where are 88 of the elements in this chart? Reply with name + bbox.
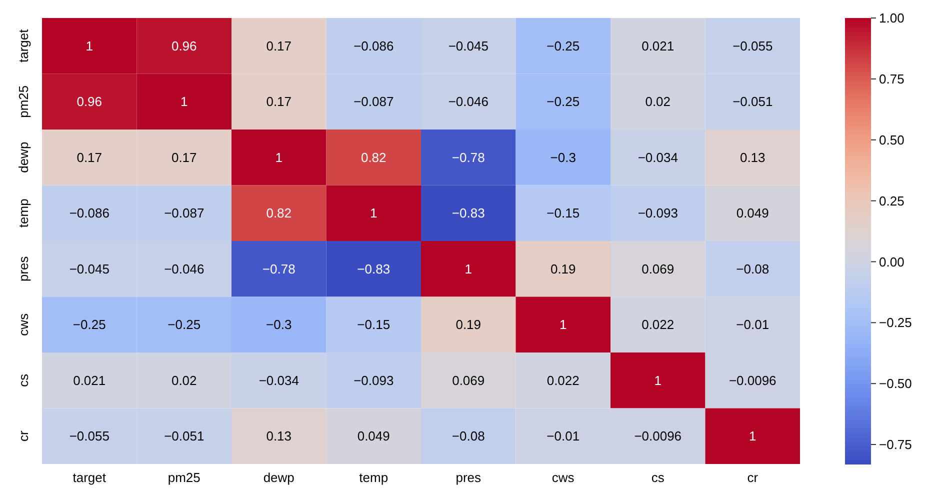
data-label: 0.069 xyxy=(642,261,674,276)
data-label: −0.055 xyxy=(732,38,773,54)
data-label: −0.086 xyxy=(354,38,394,54)
x-tick-label: cr xyxy=(747,470,759,485)
data-label: 1 xyxy=(86,38,93,54)
data-label: −0.15 xyxy=(546,206,580,221)
color-bar-label: −0.75 xyxy=(879,437,912,452)
data-label: −0.093 xyxy=(638,206,678,221)
data-label: −0.25 xyxy=(546,38,580,54)
data-label: 0.02 xyxy=(645,94,671,110)
data-label: 0.13 xyxy=(266,428,292,444)
data-label: −0.3 xyxy=(266,317,292,332)
y-tick-label: dewp xyxy=(16,142,31,173)
data-label: −0.83 xyxy=(357,261,390,276)
x-tick-label: cs xyxy=(651,470,665,485)
data-label: 0.82 xyxy=(266,206,292,221)
data-label: −0.3 xyxy=(550,150,576,165)
data-label: 1 xyxy=(654,372,662,388)
color-bar-label: 0.00 xyxy=(879,254,904,270)
data-label: −0.15 xyxy=(357,317,390,332)
y-tick-label: cws xyxy=(16,312,31,336)
data-label: 0.049 xyxy=(357,428,390,444)
data-label: −0.25 xyxy=(168,317,201,332)
data-label: −0.055 xyxy=(69,428,110,444)
x-tick-label: temp xyxy=(359,470,388,485)
data-label: 0.96 xyxy=(76,94,102,110)
color-bar-label: 1.00 xyxy=(879,10,904,26)
data-label: 0.021 xyxy=(642,38,674,54)
data-label: 0.19 xyxy=(456,317,482,332)
x-tick-label: pres xyxy=(456,470,482,485)
data-label: −0.087 xyxy=(354,94,394,110)
data-label: −0.01 xyxy=(546,428,580,444)
data-label: −0.093 xyxy=(354,372,394,388)
color-bar-label: 0.75 xyxy=(879,71,904,86)
data-label: 0.02 xyxy=(171,372,197,388)
y-tick-label: cr xyxy=(16,430,31,442)
data-label: −0.045 xyxy=(69,261,110,276)
data-label: −0.0096 xyxy=(728,372,776,388)
y-tick-label: target xyxy=(16,28,31,62)
data-label: 1 xyxy=(275,150,282,165)
data-label: 0.19 xyxy=(550,261,576,276)
data-label: −0.051 xyxy=(732,94,773,110)
data-label: −0.086 xyxy=(69,206,110,221)
data-label: 0.049 xyxy=(736,206,769,221)
color-bar-label: −0.50 xyxy=(879,376,912,392)
data-label: 1 xyxy=(749,428,756,444)
data-label: −0.83 xyxy=(452,206,485,221)
color-bar-label: 0.50 xyxy=(879,132,904,148)
data-label: 0.17 xyxy=(266,94,292,110)
data-label: −0.046 xyxy=(164,261,204,276)
data-label: −0.034 xyxy=(638,150,678,165)
x-tick-label: pm25 xyxy=(168,470,200,485)
color-bar-label: 0.25 xyxy=(879,193,904,208)
data-label: 0.022 xyxy=(642,317,674,332)
data-label: −0.087 xyxy=(164,206,204,221)
data-label: 0.17 xyxy=(171,150,197,165)
x-tick-label: dewp xyxy=(263,470,294,485)
color-bar-label: −0.25 xyxy=(879,315,912,330)
data-label: 0.13 xyxy=(740,150,766,165)
data-label: −0.034 xyxy=(258,372,299,388)
data-label: −0.78 xyxy=(452,150,485,165)
x-tick-label: cws xyxy=(552,470,575,485)
data-label: −0.051 xyxy=(164,428,204,444)
data-label: −0.046 xyxy=(448,94,488,110)
data-label: 0.021 xyxy=(73,372,106,388)
x-tick-label: target xyxy=(72,470,106,485)
data-label: 0.069 xyxy=(452,372,485,388)
y-tick-label: temp xyxy=(16,198,31,228)
data-label: −0.08 xyxy=(452,428,485,444)
data-label: 1 xyxy=(180,94,188,110)
data-label: 0.82 xyxy=(360,150,386,165)
data-label: 1 xyxy=(464,261,472,276)
data-label: −0.01 xyxy=(736,317,770,332)
y-tick-label: pm25 xyxy=(16,85,31,118)
y-tick-label: cs xyxy=(16,373,31,387)
data-label: 1 xyxy=(560,317,567,332)
data-label: −0.08 xyxy=(736,261,770,276)
data-label: 0.022 xyxy=(546,372,580,388)
data-label: 1 xyxy=(370,206,378,221)
data-label: −0.25 xyxy=(72,317,106,332)
data-label: 0.96 xyxy=(171,38,197,54)
data-label: −0.045 xyxy=(448,38,488,54)
data-label: 0.17 xyxy=(266,38,292,54)
data-label: −0.78 xyxy=(262,261,296,276)
data-label: −0.0096 xyxy=(634,428,682,444)
data-label: −0.25 xyxy=(546,94,580,110)
data-label: 0.17 xyxy=(76,150,102,165)
y-tick-label: pres xyxy=(16,256,31,282)
